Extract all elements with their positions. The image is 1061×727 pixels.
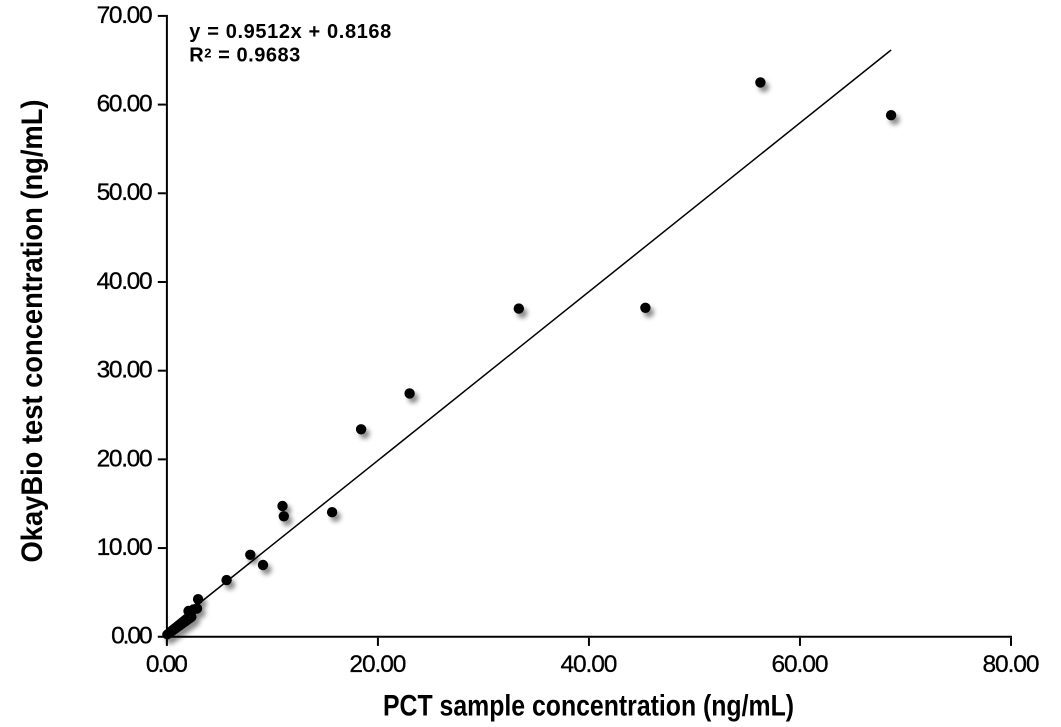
svg-text:50.00: 50.00 [97,179,153,206]
svg-text:OkayBio test concentration (ng: OkayBio test concentration (ng/mL) [16,100,49,563]
svg-text:40.00: 40.00 [97,268,153,295]
svg-text:y = 0.9512x + 0.8168: y = 0.9512x + 0.8168 [189,21,391,43]
svg-text:70.00: 70.00 [97,2,153,29]
svg-text:40.00: 40.00 [560,651,617,678]
svg-text:80.00: 80.00 [982,651,1039,678]
svg-text:20.00: 20.00 [349,651,406,678]
svg-text:R2 = 0.9683: R2 = 0.9683 [189,45,300,67]
svg-text:0.00: 0.00 [146,651,188,678]
svg-text:PCT sample concentration (ng/m: PCT sample concentration (ng/mL) [383,689,794,722]
svg-text:60.00: 60.00 [97,90,153,117]
svg-text:0.00: 0.00 [111,623,153,650]
svg-text:10.00: 10.00 [97,534,153,561]
svg-text:60.00: 60.00 [771,651,828,678]
svg-text:20.00: 20.00 [97,445,153,472]
svg-text:30.00: 30.00 [97,357,153,384]
